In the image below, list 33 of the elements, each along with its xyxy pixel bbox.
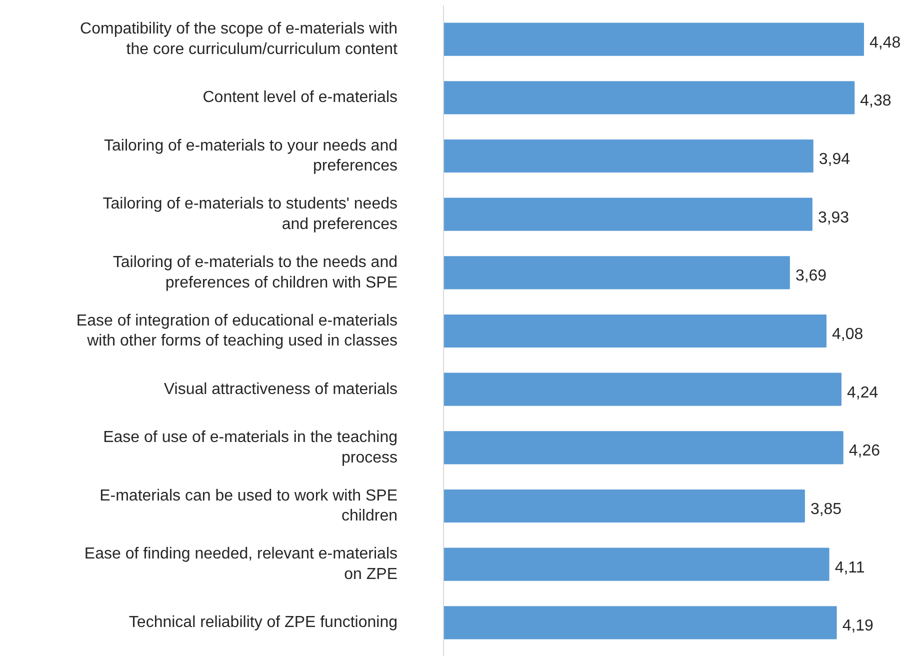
data-label: 4,24 xyxy=(847,384,878,402)
data-label: 3,94 xyxy=(818,151,850,168)
y-tick-label: Tailoring of e-materials to your needs and preferences xyxy=(104,137,398,175)
bar xyxy=(444,256,790,290)
data-label: 4,26 xyxy=(848,442,880,460)
y-tick-label: Ease of use of e-materials in the teaching process xyxy=(103,428,398,466)
y-tick-label: Tailoring of e-materials to students' needs and preferences xyxy=(102,196,398,234)
data-label: 4,48 xyxy=(870,34,901,52)
y-tick-label: Visual attractiveness of materials xyxy=(164,380,398,398)
data-label: 4,38 xyxy=(860,92,892,110)
y-tick-label: Content level of e-materials xyxy=(202,89,398,106)
y-tick-label: Ease of integration of educational e-materials with other forms of teaching used in classes xyxy=(76,312,398,350)
data-label: 3,69 xyxy=(795,268,827,285)
bar xyxy=(444,139,814,173)
bar xyxy=(444,314,826,348)
data-label: 4,19 xyxy=(842,618,874,635)
y-tick-label: Technical reliability of ZPE functioning xyxy=(128,614,398,632)
bar xyxy=(444,22,864,56)
bar xyxy=(444,372,842,406)
data-label: 3,93 xyxy=(818,209,850,226)
bar xyxy=(444,548,830,581)
y-tick-label: E-materials can be used to work with SPE children xyxy=(100,487,398,525)
y-tick-label: Compatibility of the scope of e-materials with the core curriculum/curriculum content xyxy=(80,20,398,58)
data-label: 4,11 xyxy=(834,559,865,576)
bar xyxy=(444,489,805,523)
bar xyxy=(444,431,844,464)
bar xyxy=(444,606,837,640)
bar xyxy=(444,198,812,231)
y-tick-label: Ease of finding needed, relevant e-materials on ZPE xyxy=(84,546,398,584)
y-tick-label: Tailoring of e-materials to the needs and preferences of children with SPE xyxy=(112,254,398,292)
data-label: 3,85 xyxy=(810,501,842,518)
data-label: 4,08 xyxy=(832,326,864,343)
bar xyxy=(444,81,855,114)
